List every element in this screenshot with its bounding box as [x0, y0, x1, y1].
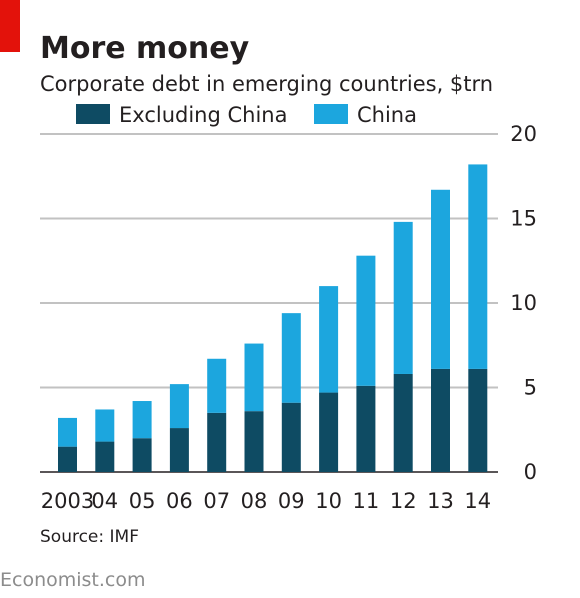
x-tick-label-04: 04	[91, 489, 118, 513]
chart-subtitle: Corporate debt in emerging countries, $t…	[40, 72, 493, 96]
bar-excluding-china-06	[169, 428, 189, 472]
y-tick-label-15: 15	[510, 207, 537, 231]
x-tick-label-10: 10	[315, 489, 342, 513]
bar-excluding-china-08	[244, 411, 264, 472]
bar-china-14	[468, 164, 488, 369]
x-tick-label-14: 14	[464, 489, 491, 513]
bar-china-08	[244, 343, 264, 412]
bar-excluding-china-12	[393, 373, 413, 472]
legend-label-china: China	[357, 103, 417, 127]
bar-china-11	[356, 255, 376, 386]
y-tick-label-20: 20	[510, 122, 537, 146]
bar-china-2003	[58, 417, 77, 447]
bar-china-04	[95, 409, 115, 442]
bar-china-09	[281, 313, 301, 403]
bar-china-06	[169, 384, 189, 429]
bar-excluding-china-04	[95, 441, 115, 472]
x-tick-label-06: 06	[166, 489, 193, 513]
bar-excluding-china-11	[356, 385, 376, 472]
bar-excluding-china-14	[468, 368, 488, 472]
y-tick-label-10: 10	[510, 291, 537, 315]
y-tick-label-5: 5	[524, 376, 537, 400]
legend: Excluding China China	[76, 103, 417, 127]
x-tick-label-07: 07	[203, 489, 230, 513]
bar-china-12	[393, 221, 413, 374]
legend-swatch-china	[314, 104, 348, 124]
x-tick-label-12: 12	[390, 489, 417, 513]
legend-label-excluding-china: Excluding China	[119, 103, 287, 127]
brand-mark: Economist.com	[0, 569, 146, 591]
bar-excluding-china-2003	[58, 446, 77, 472]
bar-excluding-china-13	[431, 368, 450, 472]
x-tick-label-09: 09	[278, 489, 305, 513]
bar-excluding-china-07	[207, 412, 227, 472]
x-tick-label-05: 05	[129, 489, 156, 513]
x-tick-label-13: 13	[427, 489, 454, 513]
legend-swatch-excluding-china	[76, 104, 110, 124]
bar-excluding-china-10	[319, 392, 339, 472]
bar-china-10	[319, 286, 339, 393]
bar-excluding-china-05	[132, 438, 152, 472]
accent-bar	[0, 0, 20, 52]
x-tick-label-2003: 2003	[41, 489, 94, 513]
y-axis-tick-labels: 0 5 10 15 20	[510, 122, 537, 484]
bar-excluding-china-09	[281, 402, 301, 472]
bar-china-07	[207, 358, 227, 413]
source-note: Source: IMF	[40, 527, 139, 547]
x-tick-label-11: 11	[353, 489, 380, 513]
bar-china-13	[431, 189, 450, 369]
bars	[58, 164, 488, 472]
chart-title: More money	[40, 31, 250, 66]
gridlines	[40, 133, 498, 473]
x-tick-label-08: 08	[241, 489, 268, 513]
y-tick-label-0: 0	[524, 460, 537, 484]
bar-china-05	[132, 401, 152, 439]
